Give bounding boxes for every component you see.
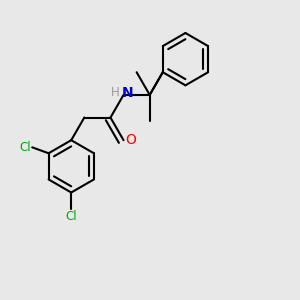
- Text: Cl: Cl: [20, 141, 31, 154]
- Text: O: O: [125, 133, 136, 147]
- Text: Cl: Cl: [65, 210, 77, 223]
- Text: N: N: [122, 85, 134, 100]
- Text: H: H: [111, 86, 120, 99]
